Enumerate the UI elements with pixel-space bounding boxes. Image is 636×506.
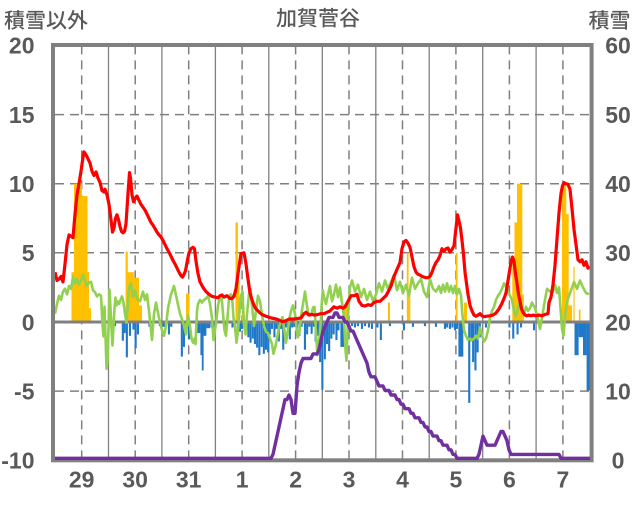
svg-text:0: 0: [612, 448, 625, 474]
svg-text:-5: -5: [14, 378, 35, 404]
svg-text:7: 7: [557, 466, 570, 492]
svg-text:10: 10: [9, 171, 35, 197]
svg-text:29: 29: [69, 466, 95, 492]
svg-text:15: 15: [9, 102, 35, 128]
svg-text:3: 3: [343, 466, 356, 492]
svg-text:60: 60: [605, 33, 631, 59]
svg-text:50: 50: [605, 102, 631, 128]
svg-text:5: 5: [450, 466, 463, 492]
svg-text:30: 30: [605, 240, 631, 266]
svg-text:5: 5: [22, 240, 35, 266]
svg-text:2: 2: [289, 466, 302, 492]
svg-text:40: 40: [605, 171, 631, 197]
svg-text:30: 30: [122, 466, 148, 492]
svg-text:-10: -10: [1, 448, 34, 474]
svg-text:1: 1: [236, 466, 249, 492]
svg-text:4: 4: [396, 466, 409, 492]
svg-text:10: 10: [605, 378, 631, 404]
svg-text:20: 20: [9, 33, 35, 59]
svg-text:31: 31: [176, 466, 202, 492]
svg-text:6: 6: [503, 466, 516, 492]
svg-text:20: 20: [605, 309, 631, 335]
svg-text:0: 0: [22, 309, 35, 335]
